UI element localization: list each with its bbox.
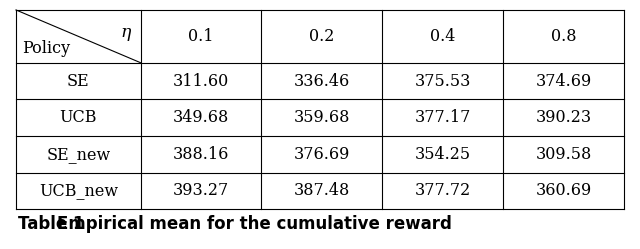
Text: 377.17: 377.17 <box>415 109 471 126</box>
Text: 377.72: 377.72 <box>415 182 471 199</box>
Text: 393.27: 393.27 <box>173 182 229 199</box>
Text: UCB: UCB <box>60 109 97 126</box>
Text: 376.69: 376.69 <box>294 146 350 163</box>
Text: 0.2: 0.2 <box>309 28 335 45</box>
Text: 387.48: 387.48 <box>294 182 350 199</box>
Text: 359.68: 359.68 <box>294 109 350 126</box>
Text: Policy: Policy <box>22 40 70 57</box>
Text: 0.4: 0.4 <box>430 28 456 45</box>
Text: 0.1: 0.1 <box>188 28 214 45</box>
Text: 360.69: 360.69 <box>536 182 592 199</box>
Text: 336.46: 336.46 <box>294 72 350 90</box>
Text: Table 1: Table 1 <box>18 215 84 233</box>
Text: 374.69: 374.69 <box>536 72 592 90</box>
Text: SE: SE <box>67 72 90 90</box>
Text: 354.25: 354.25 <box>415 146 471 163</box>
Text: 349.68: 349.68 <box>173 109 229 126</box>
Text: 309.58: 309.58 <box>536 146 592 163</box>
Text: 388.16: 388.16 <box>173 146 229 163</box>
Text: 311.60: 311.60 <box>173 72 229 90</box>
Text: η: η <box>121 24 131 41</box>
Text: SE_new: SE_new <box>46 146 111 163</box>
Text: 0.8: 0.8 <box>551 28 577 45</box>
Text: UCB_new: UCB_new <box>39 182 118 199</box>
Text: 375.53: 375.53 <box>415 72 471 90</box>
Text: Empirical mean for the cumulative reward: Empirical mean for the cumulative reward <box>35 215 452 233</box>
Text: 390.23: 390.23 <box>536 109 591 126</box>
